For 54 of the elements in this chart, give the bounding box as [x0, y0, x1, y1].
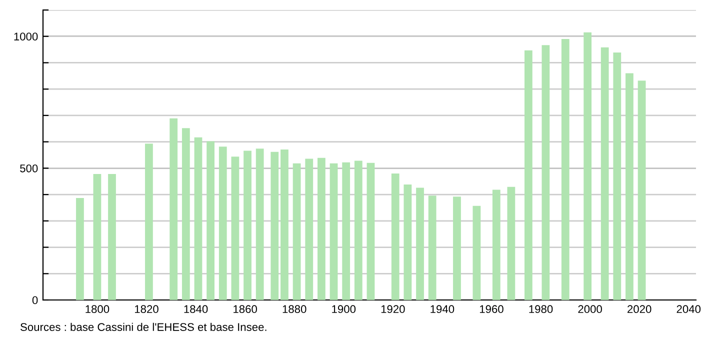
bar [428, 196, 436, 300]
x-tick-label: 1840 [184, 305, 208, 314]
bar [108, 174, 116, 300]
bar [318, 158, 326, 300]
bar [404, 184, 412, 300]
bar [584, 32, 592, 300]
bar [305, 158, 314, 300]
x-tick-label: 1820 [134, 305, 158, 314]
bar [391, 173, 400, 300]
bar [366, 162, 375, 300]
bar [206, 141, 215, 300]
bar [507, 186, 516, 300]
x-tick-label: 1800 [86, 305, 110, 314]
x-tick-label: 2000 [578, 305, 602, 314]
y-tick-label: 0 [32, 296, 38, 304]
bar [638, 80, 646, 300]
bar [194, 137, 202, 300]
bar [170, 118, 178, 300]
bar [270, 152, 279, 300]
bar [218, 146, 227, 300]
x-tick-label: 1980 [529, 305, 553, 314]
bar [492, 190, 500, 300]
bar [613, 52, 622, 300]
x-tick-label: 2040 [676, 305, 701, 314]
bar [354, 160, 362, 300]
y-tick-label: 1000 [14, 32, 38, 40]
x-tick-label: 1960 [480, 305, 504, 314]
bar [280, 149, 288, 300]
bar [231, 156, 240, 300]
bar [292, 163, 301, 300]
bar [76, 198, 84, 300]
bar [600, 47, 609, 300]
bar [93, 174, 102, 300]
x-tick-label: 1880 [282, 305, 306, 314]
x-tick-label: 2020 [628, 305, 652, 314]
bar [542, 45, 550, 300]
x-tick-label: 1900 [332, 305, 356, 314]
bar [330, 163, 338, 300]
x-tick-label: 1940 [430, 305, 454, 314]
bar [561, 39, 570, 300]
bar [244, 150, 252, 300]
x-tick-label: 1860 [234, 305, 257, 314]
bar [182, 128, 190, 300]
bar [626, 73, 634, 300]
source-note: Sources : base Cassini de l'EHESS et base Insee. [20, 322, 266, 331]
bar [416, 188, 424, 300]
bar [472, 206, 481, 300]
bar [524, 50, 532, 300]
bar [256, 148, 264, 300]
bar [453, 196, 461, 300]
y-tick-label: 500 [20, 164, 38, 172]
bar [145, 144, 153, 300]
x-tick-label: 1920 [381, 305, 405, 314]
bar [342, 162, 350, 300]
